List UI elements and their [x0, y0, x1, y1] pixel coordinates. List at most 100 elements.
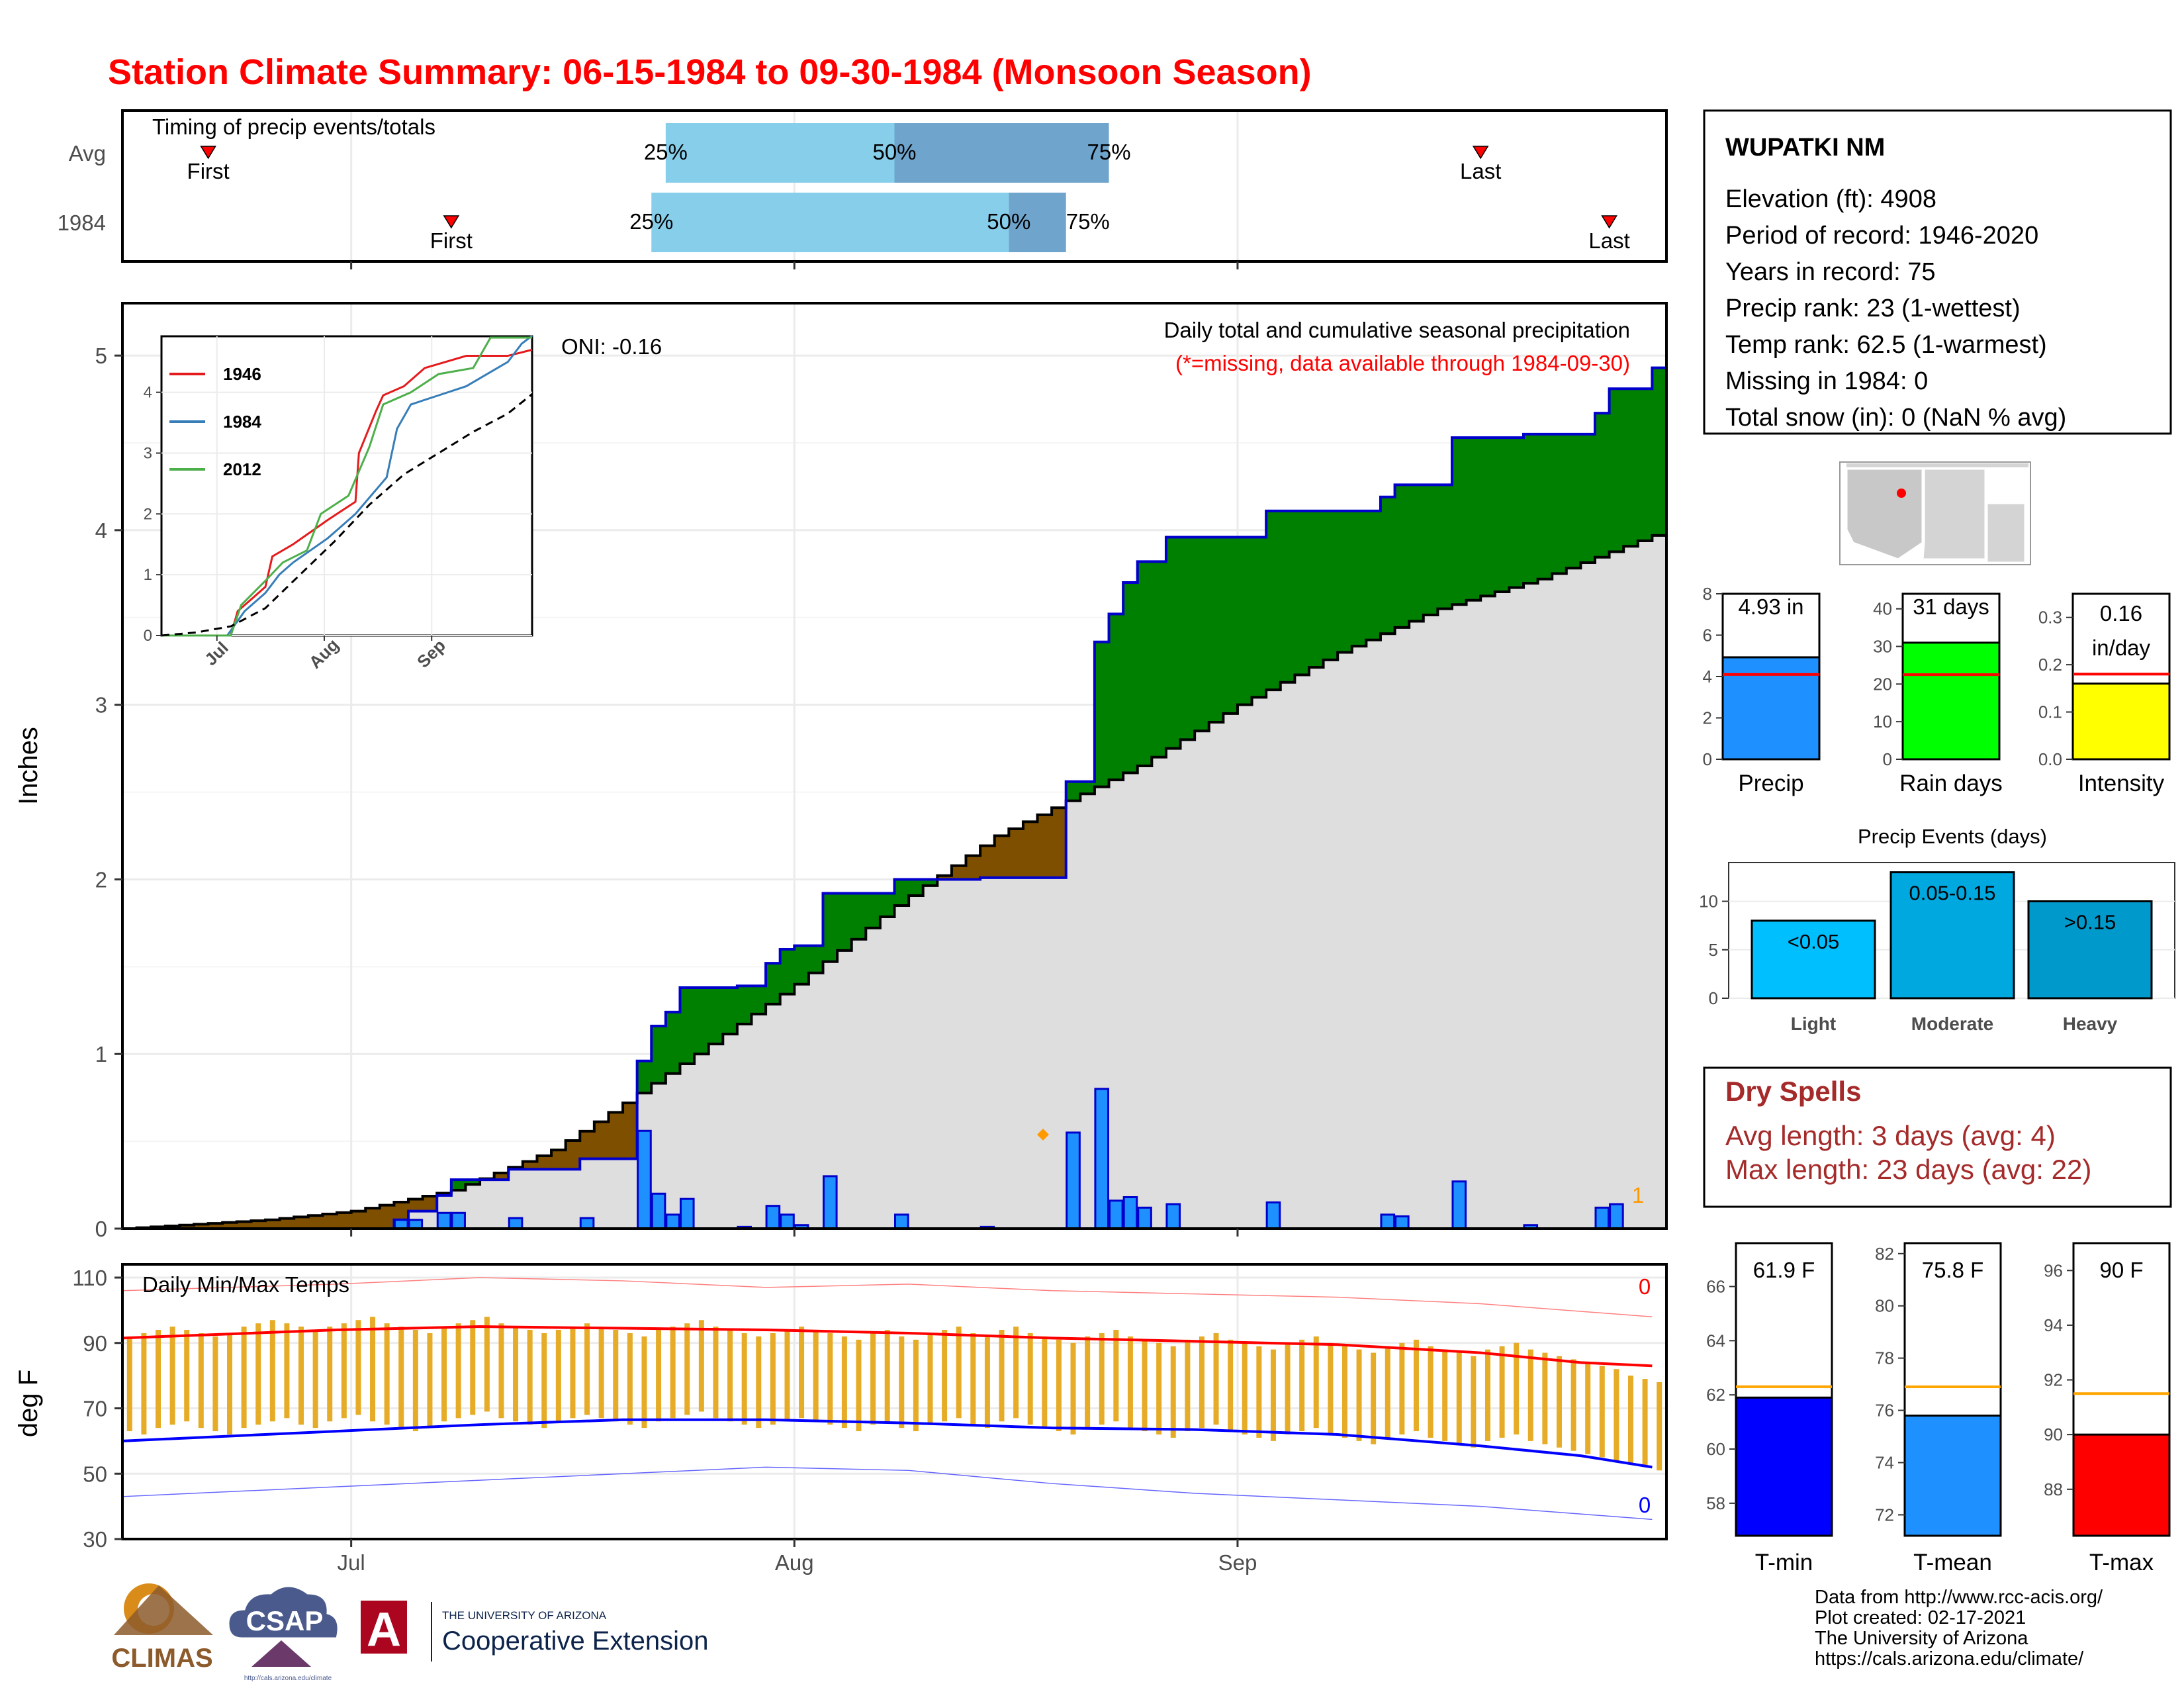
daily-temp-range-bar — [1484, 1349, 1490, 1441]
first-event-marker-icon — [200, 146, 216, 160]
precip-y-tick-label: 5 — [95, 344, 107, 368]
daily-temp-range-bar — [984, 1336, 990, 1429]
daily-temp-range-bar — [126, 1336, 132, 1432]
above-average-fill — [894, 879, 909, 906]
station-elevation: Elevation (ft): 4908 — [1725, 185, 1936, 213]
daily-temp-range-bar — [370, 1317, 376, 1422]
daily-precip-bar — [1066, 1131, 1081, 1230]
observed-cumulative-line — [122, 366, 1666, 1230]
map-state-newmexico — [1921, 467, 1987, 561]
daily-temp-range-bar — [684, 1323, 690, 1415]
below-average-fill — [937, 875, 952, 880]
daily-temp-range-bar — [1399, 1342, 1405, 1434]
temp-summary-tick-label: 96 — [2044, 1260, 2063, 1280]
daily-temp-range-bar — [1113, 1330, 1119, 1422]
temp-panel-border — [121, 1263, 1668, 1540]
daily-precip-bar — [894, 1213, 909, 1230]
daily-temp-range-bar — [398, 1327, 404, 1429]
timing-row-label-avg: Avg — [69, 141, 106, 165]
temp-summary-tick-label: 60 — [1706, 1439, 1725, 1459]
daily-temp-range-bar — [1013, 1327, 1019, 1419]
temp-summary-tick-label: 66 — [1706, 1276, 1725, 1296]
daily-temp-range-bar — [1085, 1336, 1091, 1429]
timing-bar-25-50 — [665, 123, 895, 183]
above-average-fill — [866, 893, 881, 928]
timing-bar-25-50 — [651, 193, 1009, 252]
above-average-fill — [1423, 485, 1438, 616]
csap-url: http://cals.arizona.edu/climate — [244, 1675, 332, 1682]
above-average-fill — [694, 987, 709, 1055]
below-average-fill — [208, 1223, 223, 1229]
above-average-fill — [1338, 510, 1353, 653]
daily-temp-range-bar — [1642, 1379, 1648, 1468]
daily-temp-range-bar — [341, 1323, 347, 1419]
below-average-fill — [322, 1214, 338, 1229]
above-average-fill — [808, 945, 824, 973]
above-average-fill — [1280, 510, 1295, 682]
dry-spells-box: Dry Spells Avg length: 3 days (avg: 4) M… — [1703, 1066, 2172, 1208]
daily-temp-range-bar — [841, 1336, 847, 1429]
month-tick-label: Aug — [775, 1550, 814, 1575]
temp-max-count: 0 — [1639, 1274, 1651, 1299]
temp-line-avg-min — [122, 1418, 1653, 1469]
daily-temp-range-bar — [613, 1330, 619, 1422]
above-average-fill — [665, 1011, 681, 1074]
summary-bar-tick-label: 0 — [1703, 749, 1712, 769]
daily-temp-range-bar — [1657, 1382, 1662, 1471]
credits: Data from http://www.rcc-acis.org/ Plot … — [1815, 1587, 2103, 1669]
above-average-fill — [909, 879, 924, 896]
daily-precip-bar — [1165, 1203, 1181, 1230]
below-average-fill — [422, 1196, 437, 1211]
daily-precip-bar — [637, 1129, 652, 1230]
daily-precip-bar — [436, 1211, 452, 1230]
timing-label-25: 25% — [629, 209, 673, 234]
daily-temp-range-bar — [927, 1333, 933, 1425]
last-event-label: Last — [1460, 159, 1501, 183]
temp-summary-bars: 61.9 F 58 60 62 64 66 T-min 75.8 F 72 74 76 78 80 82 T… — [1706, 1242, 2171, 1575]
temp-summary-value: 75.8 F — [1922, 1258, 1984, 1282]
above-average-fill — [823, 893, 838, 962]
summary-bar-value: 0.16 — [2100, 601, 2142, 626]
inset-y-tick-label: 2 — [144, 505, 152, 523]
below-average-fill — [1023, 821, 1038, 878]
above-average-fill — [1580, 434, 1596, 563]
ua-line-1: THE UNIVERSITY OF ARIZONA — [442, 1609, 607, 1622]
csap-cloud-icon — [227, 1585, 340, 1640]
above-average-fill — [1451, 438, 1467, 605]
below-average-fill — [194, 1224, 209, 1229]
daily-temp-range-bar — [212, 1336, 218, 1432]
precip-y-axis-label: Inches — [14, 727, 43, 805]
above-average-fill — [1266, 510, 1281, 690]
above-average-fill — [1123, 583, 1138, 773]
station-period: Period of record: 1946-2020 — [1725, 222, 2038, 250]
temp-summary-tick-label: 82 — [1875, 1244, 1894, 1264]
inset-legend: 1946 1984 2012 — [169, 364, 261, 479]
daily-temp-range-bar — [1585, 1362, 1591, 1454]
below-average-fill — [394, 1202, 409, 1220]
events-y-tick-label: 5 — [1709, 940, 1718, 960]
daily-temp-range-bar — [584, 1323, 590, 1415]
temp-y-tick-label: 110 — [72, 1266, 107, 1290]
below-average-fill — [565, 1141, 580, 1170]
above-average-fill — [1094, 641, 1110, 787]
daily-temp-range-bar — [1499, 1346, 1505, 1438]
daily-temp-range-bar — [1070, 1342, 1076, 1434]
daily-temp-range-bar — [1213, 1333, 1219, 1425]
summary-bar-tick-label: 20 — [1873, 674, 1892, 694]
below-average-fill — [351, 1211, 366, 1229]
events-category-label: Heavy — [2063, 1013, 2118, 1034]
inset-y-tick-label: 1 — [144, 566, 152, 584]
credit-line-2: Plot created: 02-17-2021 — [1815, 1607, 2026, 1628]
events-y-tick-label: 0 — [1709, 988, 1718, 1008]
summary-bar-value-unit: in/day — [2092, 635, 2151, 660]
station-location-dot — [1897, 489, 1906, 498]
daily-precip-bar — [1394, 1215, 1410, 1230]
above-average-fill — [1180, 537, 1195, 740]
daily-temp-range-bar — [1428, 1346, 1433, 1438]
dry-spells-avg: Avg length: 3 days (avg: 4) — [1725, 1120, 2056, 1151]
inset-y-tick-label: 3 — [144, 444, 152, 462]
summary-bar-tick-label: 6 — [1703, 626, 1712, 645]
summary-bar-tick-label: 0.0 — [2038, 749, 2062, 769]
below-average-fill — [994, 835, 1009, 878]
